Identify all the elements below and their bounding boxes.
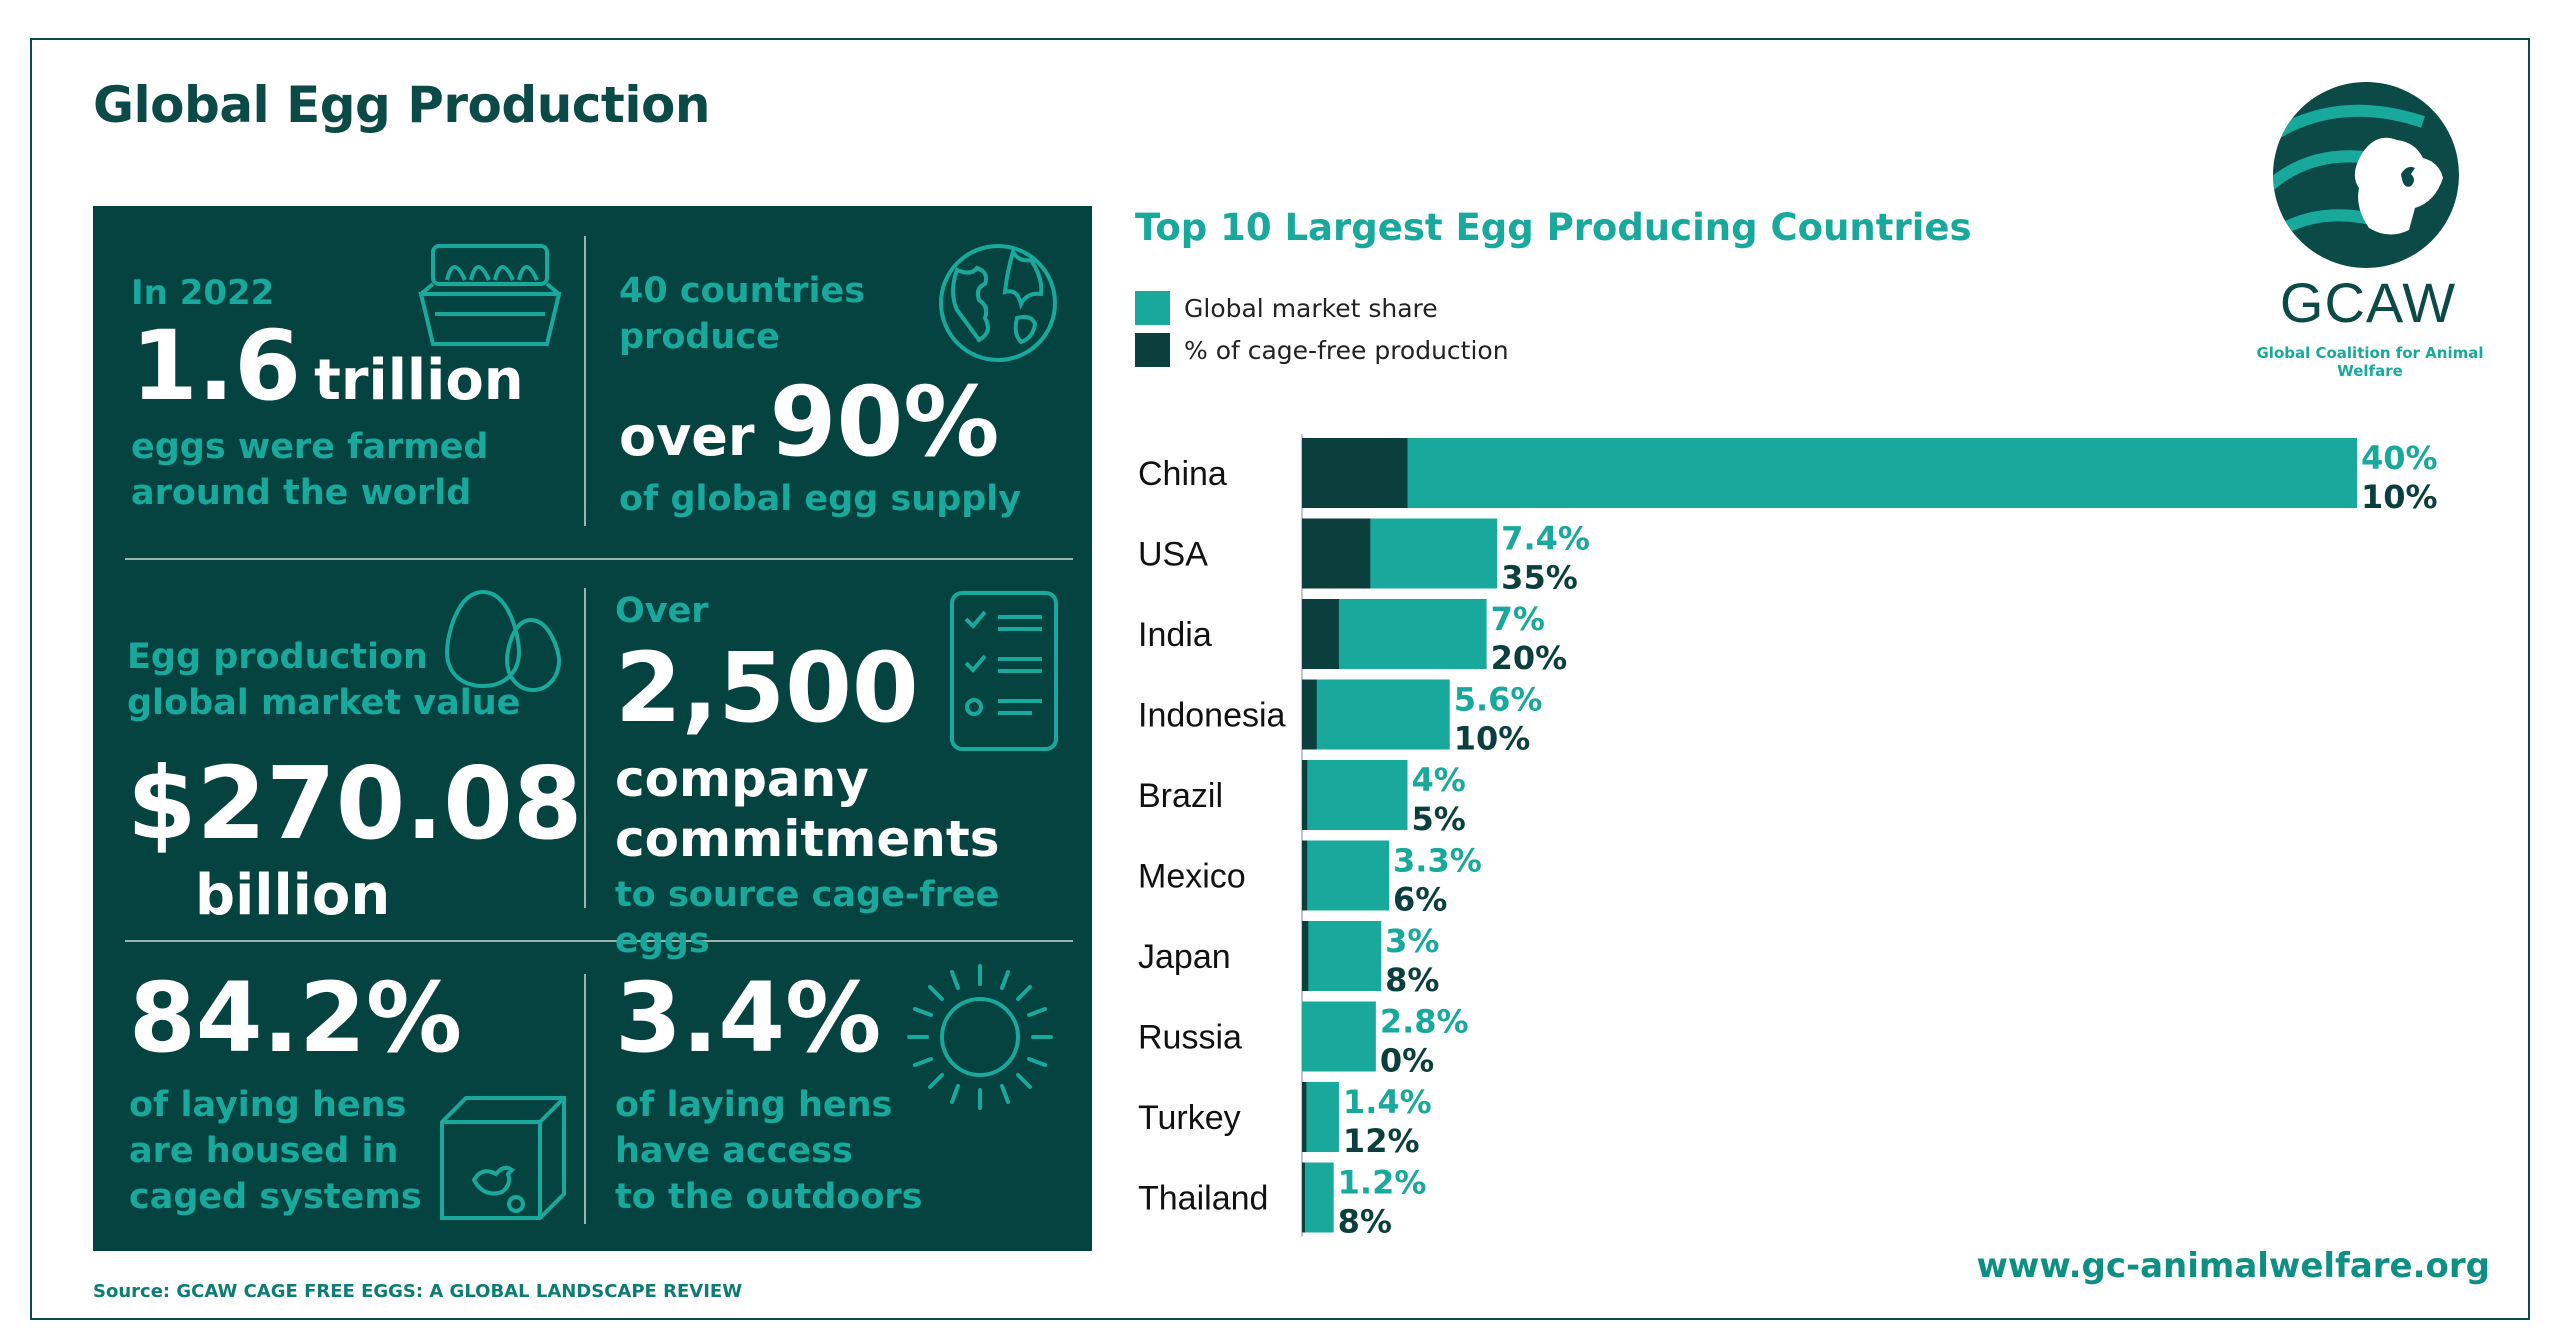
- stat-value: 3.4%: [615, 962, 882, 1074]
- stat-value: 1.6: [131, 310, 302, 422]
- stat-market-value: Egg production global market value $270.…: [127, 634, 582, 924]
- divider: [125, 940, 1073, 942]
- sun-icon: [905, 962, 1055, 1112]
- chart-title: Top 10 Largest Egg Producing Countries: [1135, 206, 1972, 249]
- globe-icon: [935, 240, 1061, 366]
- divider: [584, 974, 586, 1224]
- stat-desc: of global egg supply: [619, 479, 1022, 519]
- divider: [125, 558, 1073, 560]
- stat-outdoor-hens: 3.4% of laying hens have access to the o…: [615, 970, 922, 1220]
- legend-item-cage-free: % of cage-free production: [1135, 330, 1509, 370]
- logo-name: GCAW: [2279, 271, 2457, 334]
- logo-subtitle: Global Coalition for Animal Welfare: [2256, 344, 2484, 380]
- stat-label: Egg production: [127, 637, 428, 677]
- stat-desc: to source cage-free eggs: [615, 875, 1000, 961]
- chart-legend: Global market share % of cage-free produ…: [1135, 288, 1509, 372]
- stats-panel: In 2022 1.6 trillion eggs were farmed ar…: [93, 206, 1092, 1251]
- stat-desc: to the outdoors: [615, 1177, 923, 1217]
- stat-value: 90%: [769, 366, 1000, 478]
- legend-label: Global market share: [1184, 293, 1438, 323]
- stat-desc: of laying hens: [129, 1085, 407, 1125]
- legend-item-market-share: Global market share: [1135, 288, 1509, 328]
- stat-desc: around the world: [131, 473, 472, 513]
- page-title: Global Egg Production: [93, 76, 710, 134]
- stat-countries: 40 countries produce over 90% of global …: [619, 268, 1021, 522]
- legend-swatch-market-share: [1135, 291, 1170, 325]
- website-link[interactable]: www.gc-animalwelfare.org: [1976, 1246, 2490, 1286]
- stat-prefix: over: [619, 405, 755, 468]
- stat-value: 2,500: [615, 632, 919, 744]
- stat-label: Over: [615, 591, 709, 631]
- checklist-icon: [948, 589, 1060, 753]
- stat-value: $270.08: [127, 745, 583, 862]
- divider: [584, 236, 586, 526]
- stat-unit: trillion: [314, 348, 524, 413]
- stat-label: produce: [619, 317, 780, 357]
- infographic-frame: [30, 38, 2530, 1320]
- stat-caged-hens: 84.2% of laying hens are housed in caged…: [129, 970, 462, 1220]
- stat-label: 40 countries: [619, 271, 866, 311]
- cage-icon: [438, 1094, 568, 1222]
- stat-label: global market value: [127, 683, 521, 723]
- stat-line: company: [615, 750, 869, 808]
- stat-year: In 2022: [131, 273, 275, 313]
- stat-line: commitments: [615, 810, 1000, 868]
- stat-desc: of laying hens: [615, 1085, 893, 1125]
- stat-desc: are housed in: [129, 1131, 399, 1171]
- stat-value: 84.2%: [129, 962, 463, 1074]
- legend-label: % of cage-free production: [1184, 335, 1509, 365]
- stat-desc: caged systems: [129, 1177, 422, 1217]
- eggs-icon: [443, 586, 563, 696]
- stat-unit: billion: [195, 863, 391, 928]
- stat-commitments: Over 2,500 company commitments to source…: [615, 588, 1092, 964]
- stat-eggs-farmed: In 2022 1.6 trillion eggs were farmed ar…: [131, 270, 524, 516]
- stat-desc: have access: [615, 1131, 853, 1171]
- divider: [584, 588, 586, 908]
- stat-desc: eggs were farmed: [131, 427, 489, 467]
- gcaw-logo: [2273, 82, 2459, 268]
- source-note: Source: GCAW CAGE FREE EGGS: A GLOBAL LA…: [93, 1281, 743, 1302]
- egg-carton-icon: [415, 238, 565, 350]
- legend-swatch-cage-free: [1135, 333, 1170, 367]
